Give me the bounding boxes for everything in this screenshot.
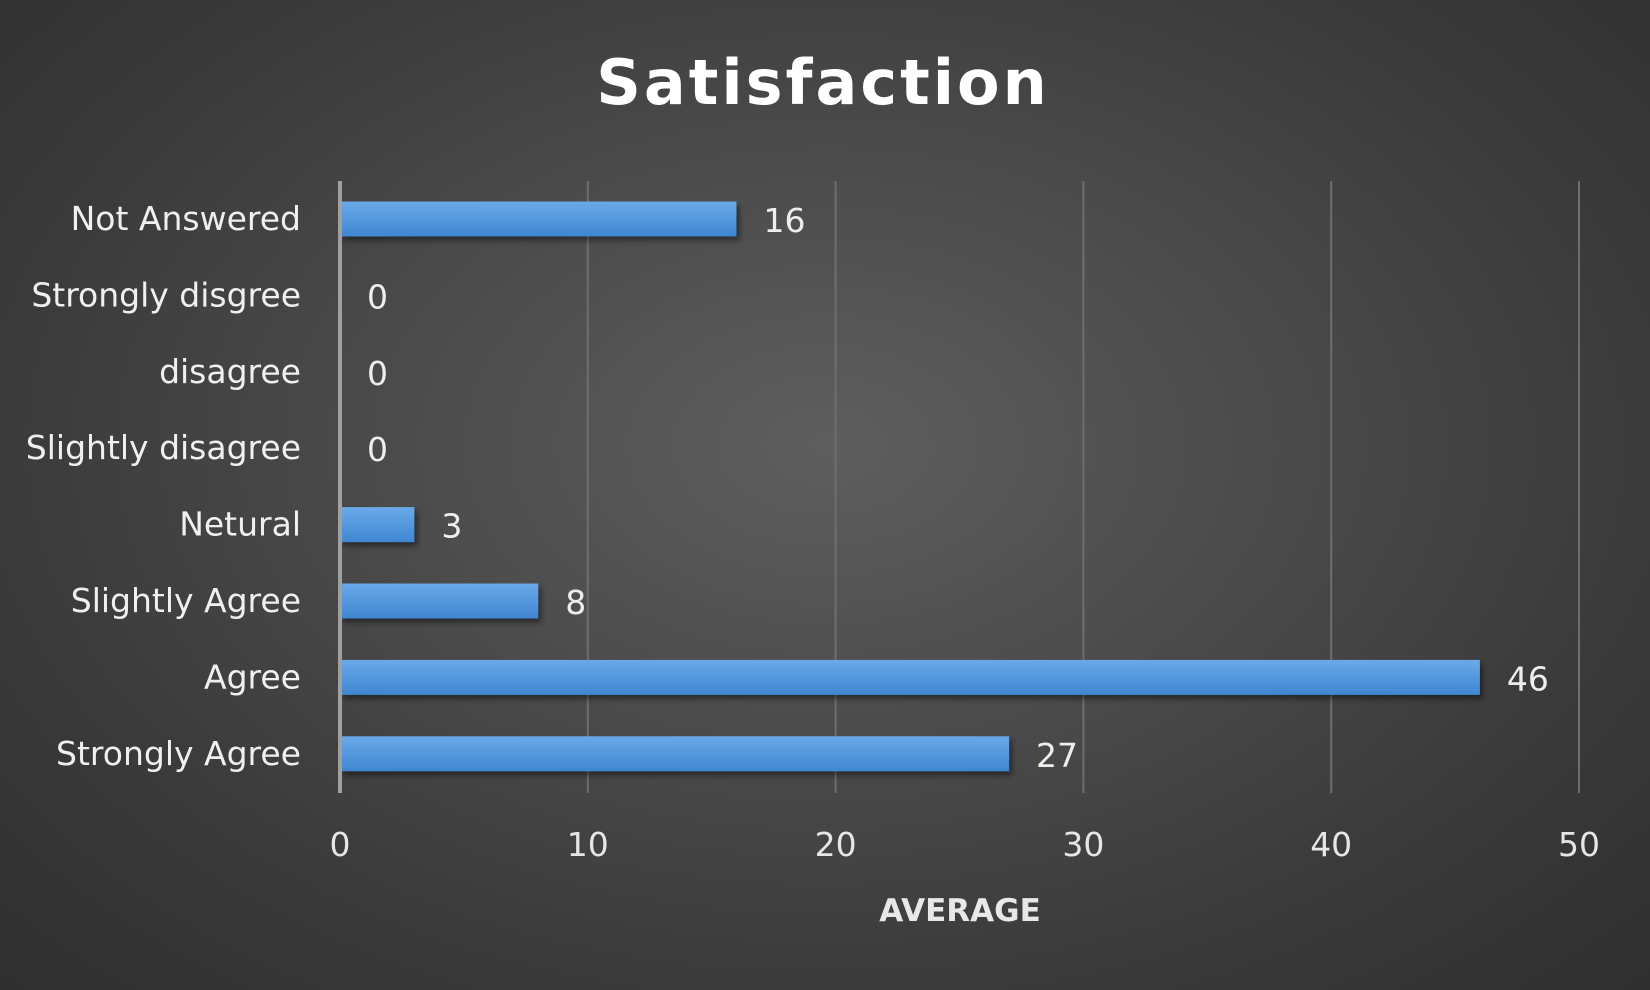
bar-not-answered: [340, 201, 737, 237]
category-label-not-answered: Not Answered: [71, 199, 301, 238]
data-label-agree: 46: [1507, 659, 1549, 698]
category-label-slightly-disagree: Slightly disagree: [26, 428, 301, 467]
x-axis-title: AVERAGE: [879, 893, 1041, 929]
gridlines: [586, 181, 1580, 793]
category-label-netural: Netural: [179, 505, 301, 544]
x-tick-label-30: 30: [1062, 825, 1104, 864]
x-tick-label-0: 0: [330, 825, 351, 864]
category-label-slightly-agree: Slightly Agree: [71, 581, 301, 620]
data-label-strongly-disgree: 0: [367, 277, 388, 316]
x-tick-label-50: 50: [1558, 825, 1600, 864]
category-label-agree: Agree: [204, 657, 301, 696]
bar-netural: [340, 507, 415, 543]
data-label-netural: 3: [441, 507, 462, 546]
bars: [340, 201, 1480, 772]
x-tick-label-10: 10: [567, 825, 609, 864]
data-label-disagree: 0: [367, 354, 388, 393]
data-label-slightly-disagree: 0: [367, 430, 388, 469]
data-label-slightly-agree: 8: [565, 583, 586, 622]
category-label-disagree: disagree: [159, 352, 301, 391]
category-label-strongly-disgree: Strongly disgree: [31, 275, 301, 314]
bar-slightly-agree: [340, 583, 539, 619]
chart-title: Satisfaction: [596, 46, 1049, 119]
bar-agree: [340, 659, 1480, 695]
data-label-strongly-agree: 27: [1036, 736, 1078, 775]
data-label-not-answered: 16: [763, 201, 805, 240]
x-tick-label-40: 40: [1310, 825, 1352, 864]
x-tick-label-20: 20: [815, 825, 857, 864]
category-label-strongly-agree: Strongly Agree: [56, 734, 301, 773]
bar-strongly-agree: [340, 736, 1010, 772]
